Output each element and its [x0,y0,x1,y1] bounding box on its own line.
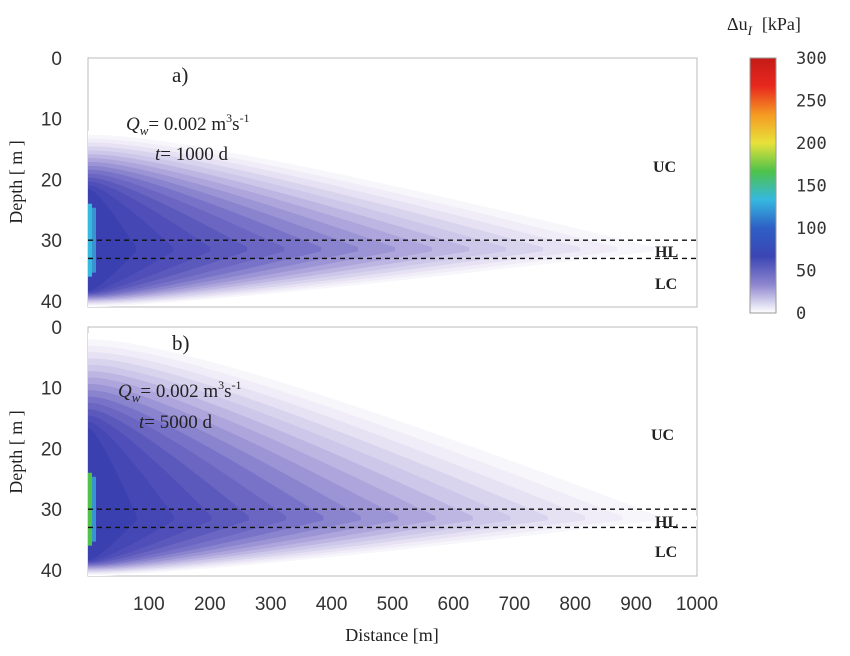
panel-b-layer-hl: HL [655,514,678,531]
colorbar: ΔuI [kPa] 300 250 200 150 100 50 0 [727,14,827,324]
panel-a-dashed-lines [88,239,697,260]
panel-a-plume [88,130,691,308]
colorbar-title: ΔuI [kPa] [727,14,801,38]
panel-b-x-ticks: 100 200 300 400 500 600 700 800 900 1000 [133,594,718,615]
colorbar-tick-label: 0 [796,304,806,324]
panel-a-label: a) [172,63,188,87]
plume-band [88,189,137,292]
panel-b-label: b) [172,331,190,355]
x-tick-label: 300 [255,594,287,615]
well-secondary-stripe [92,207,96,273]
x-tick-label: 900 [620,594,652,615]
colorbar-tick-label: 150 [796,177,827,197]
colorbar-tick-label: 200 [796,134,827,154]
x-tick-label: 200 [194,594,226,615]
panel-a-layer-hl: HL [655,244,678,261]
x-tick-label: 400 [316,594,348,615]
y-tick-label: 20 [41,439,62,460]
colorbar-tick-label: 50 [796,262,816,282]
y-tick-label: 10 [41,110,62,131]
y-tick-label: 40 [41,561,62,582]
x-tick-label: 1000 [676,594,718,615]
y-tick-label: 40 [41,292,62,313]
panel-b-flow-rate: Qw= 0.002 m3s-1 [118,378,242,405]
panel-b-y-label: Depth [ m ] [6,410,26,493]
x-axis-label: Distance [m] [345,625,438,645]
panel-a-time: t= 1000 d [155,144,228,165]
well-secondary-stripe [92,476,96,542]
panel-a-layer-uc: UC [653,159,676,176]
y-tick-label: 20 [41,170,62,191]
y-tick-label: 30 [41,231,62,252]
y-tick-label: 30 [41,500,62,521]
panel-a-y-ticks: 0 10 20 30 40 [41,49,62,313]
y-tick-label: 0 [51,318,62,339]
colorbar-ticks: 300 250 200 150 100 50 0 [796,49,827,324]
panel-a-layer-lc: LC [655,276,677,293]
panel-b-time: t= 5000 d [139,412,212,433]
colorbar-gradient [749,57,777,314]
panel-b-plume [88,333,697,577]
panel-b-layer-uc: UC [651,427,674,444]
panel-a-y-label: Depth [ m ] [6,140,26,223]
x-tick-label: 600 [438,594,470,615]
x-tick-label: 800 [559,594,591,615]
colorbar-tick-label: 300 [796,49,827,69]
x-tick-label: 500 [377,594,409,615]
panel-a: 0 10 20 30 40 Depth [ m ] a) Qw= 0.002 m3s-1… [6,49,698,313]
y-tick-label: 0 [51,49,62,70]
panel-a-flow-rate: Qw= 0.002 m3s-1 [126,111,250,138]
colorbar-tick-label: 250 [796,92,827,112]
colorbar-tick-label: 100 [796,219,827,239]
y-tick-label: 10 [41,379,62,400]
panel-b-dashed-lines [88,508,697,529]
panel-b-y-ticks: 0 10 20 30 40 [41,318,62,582]
panel-b-layer-lc: LC [655,544,677,561]
x-tick-label: 100 [133,594,165,615]
x-tick-label: 700 [498,594,530,615]
